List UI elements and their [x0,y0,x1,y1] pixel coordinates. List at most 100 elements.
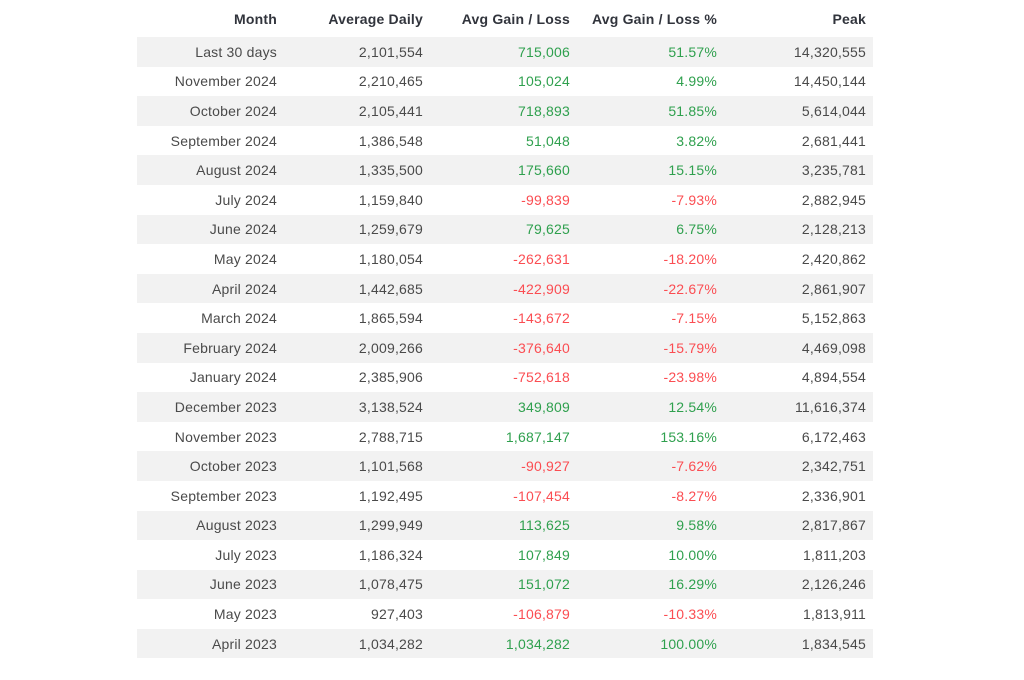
cell-average-daily: 1,101,568 [358,458,423,475]
cell-month: March 2024 [201,310,277,327]
cell-avg-gain-loss-pct: -18.20% [663,250,717,267]
cell-avg-gain-loss: -106,879 [513,606,570,623]
table-row: February 2024 2,009,266 -376,640 -15.79% 4,4… [137,332,873,363]
cell-month: October 2024 [189,102,277,119]
cell-avg-gain-loss: -99,839 [521,191,570,208]
table-row: April 2023 1,034,282 1,034,282 100.00% 1,834… [137,628,873,659]
cell-month: August 2024 [196,162,277,179]
cell-month: August 2023 [196,517,277,534]
column-header-avg-gain-loss-pct: Avg Gain / Loss % [570,0,717,37]
cell-month: May 2023 [213,606,277,623]
cell-avg-gain-loss: 151,072 [517,576,570,593]
cell-average-daily: 1,299,949 [358,517,423,534]
table-row: September 2023 1,192,495 -107,454 -8.27% 2,3… [137,480,873,511]
cell-peak: 11,616,374 [794,398,866,415]
table-row: Last 30 days 2,101,554 715,006 51.57% 14,320… [137,37,873,67]
cell-month: May 2024 [213,250,277,267]
column-header-peak: Peak [717,0,873,37]
cell-avg-gain-loss: 1,034,282 [505,635,570,652]
cell-average-daily: 2,105,441 [358,102,423,119]
cell-peak: 2,861,907 [801,280,866,297]
cell-avg-gain-loss: -422,909 [513,280,570,297]
cell-peak: 2,882,945 [801,191,866,208]
cell-peak: 1,813,911 [802,606,866,623]
cell-peak: 5,152,863 [801,310,866,327]
cell-peak: 2,336,901 [801,487,866,504]
cell-peak: 2,342,751 [801,458,866,475]
cell-peak: 2,128,213 [801,221,866,238]
table-row: September 2024 1,386,548 51,048 3.82% 2,681,… [137,125,873,156]
cell-peak: 14,320,555 [793,43,866,60]
cell-avg-gain-loss-pct: 15.15% [668,162,717,179]
cell-avg-gain-loss: -143,672 [513,310,570,327]
cell-avg-gain-loss-pct: -8.27% [671,487,717,504]
cell-peak: 5,614,044 [801,102,866,119]
cell-avg-gain-loss-pct: -15.79% [663,339,717,356]
table-row: November 2023 2,788,715 1,687,147 153.16% 6,… [137,421,873,452]
cell-average-daily: 2,210,465 [358,73,423,90]
cell-average-daily: 3,138,524 [358,398,423,415]
cell-avg-gain-loss-pct: -22.67% [663,280,717,297]
cell-average-daily: 1,259,679 [358,221,423,238]
cell-peak: 2,126,246 [801,576,866,593]
cell-average-daily: 2,101,554 [358,43,423,60]
cell-month: December 2023 [174,398,277,415]
cell-avg-gain-loss-pct: 100.00% [660,635,717,652]
cell-avg-gain-loss-pct: -23.98% [663,369,717,386]
table-row: January 2024 2,385,906 -752,618 -23.98% 4,89… [137,362,873,393]
cell-average-daily: 927,403 [370,606,423,623]
cell-avg-gain-loss: 51,048 [525,132,570,149]
cell-avg-gain-loss-pct: -10.33% [663,606,717,623]
cell-avg-gain-loss-pct: 3.82% [676,132,717,149]
table-row: May 2023 927,403 -106,879 -10.33% 1,813,911 [137,599,873,629]
cell-month: September 2024 [170,132,277,149]
table-header-row: Month Average Daily Avg Gain / Loss Avg … [137,0,873,37]
cell-month: April 2024 [211,280,277,297]
table-row: July 2023 1,186,324 107,849 10.00% 1,811,203 [137,540,873,570]
cell-peak: 6,172,463 [801,428,866,445]
cell-peak: 2,681,441 [801,132,866,149]
table-row: October 2024 2,105,441 718,893 51.85% 5,614,… [137,96,873,126]
cell-peak: 2,817,867 [801,517,866,534]
cell-avg-gain-loss: 175,660 [517,162,570,179]
cell-avg-gain-loss: -752,618 [513,369,570,386]
cell-month: June 2023 [209,576,277,593]
cell-avg-gain-loss-pct: 51.57% [668,43,717,60]
cell-peak: 1,834,545 [801,635,866,652]
cell-average-daily: 1,192,495 [358,487,423,504]
cell-avg-gain-loss-pct: 6.75% [676,221,717,238]
cell-month: April 2023 [211,635,277,652]
cell-average-daily: 1,034,282 [358,635,423,652]
cell-avg-gain-loss-pct: -7.93% [671,191,717,208]
column-header-average-daily: Average Daily [277,0,423,37]
table-row: June 2023 1,078,475 151,072 16.29% 2,126,246 [137,569,873,600]
cell-month: July 2024 [215,191,277,208]
cell-avg-gain-loss: 113,625 [519,517,570,534]
cell-avg-gain-loss: -90,927 [521,458,570,475]
cell-avg-gain-loss-pct: 51.85% [668,102,717,119]
column-header-avg-gain-loss: Avg Gain / Loss [423,0,570,37]
cell-month: July 2023 [215,546,277,563]
cell-avg-gain-loss: 715,006 [517,43,570,60]
column-header-month: Month [137,0,277,37]
cell-average-daily: 1,159,840 [358,191,423,208]
table-row: December 2023 3,138,524 349,809 12.54% 11,61… [137,392,873,422]
cell-average-daily: 2,788,715 [358,428,423,445]
cell-peak: 14,450,144 [793,73,866,90]
cell-peak: 1,811,203 [802,546,866,563]
cell-month: February 2024 [183,339,277,356]
cell-average-daily: 1,442,685 [358,280,423,297]
cell-avg-gain-loss: 1,687,147 [505,428,570,445]
cell-month: November 2023 [174,428,277,445]
cell-avg-gain-loss-pct: -7.15% [671,310,717,327]
monthly-stats-table: Month Average Daily Avg Gain / Loss Avg … [137,0,873,659]
table-row: August 2024 1,335,500 175,660 15.15% 3,235,7… [137,155,873,185]
cell-average-daily: 2,009,266 [358,339,423,356]
cell-avg-gain-loss-pct: 153.16% [660,428,717,445]
cell-peak: 4,894,554 [801,369,866,386]
cell-avg-gain-loss: -262,631 [513,250,570,267]
cell-avg-gain-loss: 107,849 [517,546,570,563]
table-row: June 2024 1,259,679 79,625 6.75% 2,128,213 [137,214,873,245]
cell-average-daily: 1,335,500 [358,162,423,179]
